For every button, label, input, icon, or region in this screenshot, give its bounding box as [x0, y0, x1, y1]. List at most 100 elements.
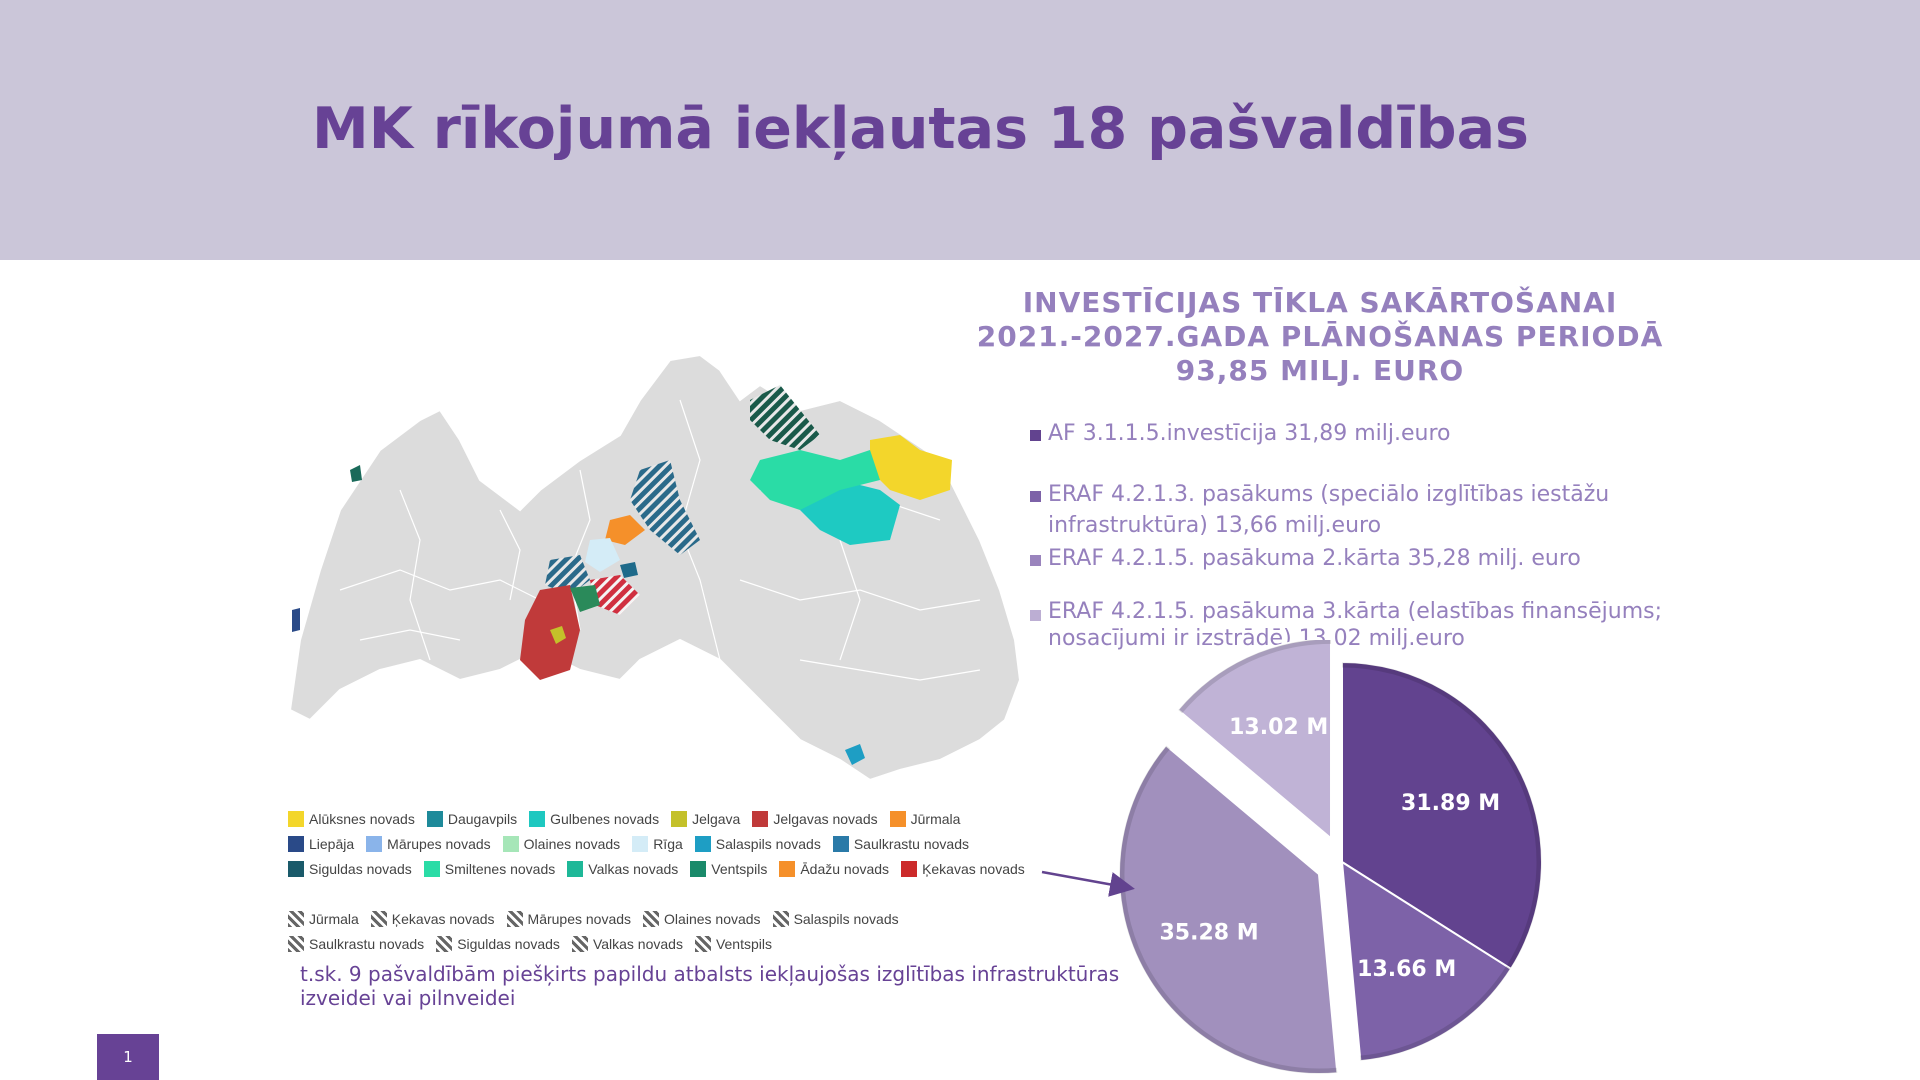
legend-label: Mārupes novads: [387, 836, 491, 852]
legend-item: Daugavpils: [426, 808, 518, 830]
legend-swatch: [889, 811, 906, 827]
legend-swatch-hatched: [571, 936, 588, 952]
legend-item: Ventspils: [690, 858, 767, 880]
latvia-outline: [288, 353, 1022, 782]
legend-item: Gulbenes novads: [529, 808, 659, 830]
legend-swatch: [288, 811, 304, 827]
legend-label: Salaspils novads: [715, 836, 821, 852]
legend-item: Alūksnes novads: [288, 808, 415, 830]
legend-swatch-hatched: [694, 936, 711, 952]
legend-label: Olaines novads: [523, 836, 621, 852]
legend-label: Salaspils novads: [793, 911, 899, 927]
legend-item: Ādažu novads: [779, 858, 889, 880]
legend-item: Valkas novads: [567, 858, 678, 880]
legend-swatch: [752, 811, 769, 827]
bullet-marker: [1030, 610, 1041, 621]
legend-item-hatched: Salaspils novads: [772, 908, 899, 930]
legend-swatch-hatched: [288, 911, 304, 927]
legend-label: Valkas novads: [588, 861, 679, 877]
legend-item: Salaspils novads: [694, 833, 821, 855]
legend-item: Ķekavas novads: [901, 858, 1025, 880]
pie-slice-rim: [1341, 662, 1542, 969]
legend-item-hatched: Siguldas novads: [436, 933, 560, 955]
legend-swatch: [671, 811, 688, 827]
legend-swatch: [529, 811, 546, 827]
pie-slice: [1340, 860, 1513, 1063]
legend-swatch: [694, 836, 711, 852]
page-number: 1: [97, 1034, 159, 1080]
latvia-map: [280, 340, 1040, 800]
legend-label: Liepāja: [309, 836, 355, 852]
legend-item: Jelgava: [671, 808, 740, 830]
legend-label: Mārupes novads: [527, 911, 632, 927]
region-adazi: [605, 515, 645, 545]
region-liepaja: [292, 608, 300, 632]
legend-swatch: [288, 836, 304, 852]
legend-item-hatched: Saulkrastu novads: [288, 933, 424, 955]
page-title: MK rīkojumā iekļautas 18 pašvaldības: [312, 96, 1529, 162]
region-sigulda-hatched: [630, 460, 700, 555]
investment-heading: INVESTĪCIJAS TĪKLA SAKĀRTOŠANAI 2021.-20…: [960, 286, 1680, 388]
legend-label: Alūksnes novads: [309, 811, 415, 827]
region-smiltene: [750, 450, 880, 510]
pie-data-label: 13.66 M: [1357, 957, 1456, 982]
legend-solid: Alūksnes novads Daugavpils Gulbenes novads…: [288, 808, 1048, 883]
bullet-eraf-4213: ERAF 4.2.1.3. pasākums (speciālo izglītī…: [1030, 479, 1670, 541]
region-jelgava-county: [520, 585, 580, 680]
legend-label: Olaines novads: [664, 911, 761, 927]
region-salaspils: [620, 562, 638, 578]
pie-slice: [1117, 743, 1339, 1075]
legend-swatch: [901, 861, 918, 877]
region-daugavpils: [845, 744, 865, 765]
region-jelgava-city: [550, 626, 566, 644]
legend-label: Ķekavas novads: [391, 911, 495, 927]
region-marupe-hatched: [545, 555, 590, 595]
legend-swatch: [366, 836, 383, 852]
bullet-af: AF 3.1.1.5.investīcija 31,89 milj.euro: [1030, 418, 1670, 449]
legend-item: Liepāja: [288, 833, 354, 855]
pie-data-label: 13.02 M: [1229, 715, 1328, 740]
legend-label: Jelgava: [692, 811, 741, 827]
bullet-marker: [1030, 430, 1041, 441]
latvia-map-svg: [288, 353, 1022, 782]
legend-swatch: [502, 836, 519, 852]
heading-line-1: INVESTĪCIJAS TĪKLA SAKĀRTOŠANAI: [1022, 286, 1618, 319]
arrow-icon: [1041, 870, 1135, 897]
legend-label: Siguldas novads: [457, 936, 560, 952]
legend-label: Ventspils: [711, 861, 768, 877]
pie-slice-rim: [1119, 745, 1338, 1074]
heading-line-3: 93,85 MILJ. EURO: [1175, 354, 1465, 387]
legend-swatch-hatched: [643, 911, 660, 927]
region-kekava-hatched: [590, 575, 640, 615]
pie-data-label: 31.89 M: [1401, 791, 1500, 816]
legend-label: Daugavpils: [447, 811, 518, 827]
region-valka-hatched: [750, 385, 820, 450]
region-olaine: [570, 585, 600, 612]
legend-swatch: [423, 861, 440, 877]
legend-item-hatched: Valkas novads: [571, 933, 683, 955]
support-note: t.sk. 9 pašvaldībām piešķirts papildu at…: [300, 962, 1120, 1010]
legend-label: Rīga: [653, 836, 683, 852]
legend-label: Smiltenes novads: [444, 861, 556, 877]
legend-item-hatched: Ventspils: [694, 933, 772, 955]
legend-label: Ādažu novads: [800, 861, 890, 877]
bullet-eraf-4215-2: ERAF 4.2.1.5. pasākuma 2.kārta 35,28 mil…: [1030, 543, 1670, 574]
pie-slice: [1341, 660, 1543, 971]
legend-label: Gulbenes novads: [550, 811, 660, 827]
legend-swatch: [832, 836, 849, 852]
legend-item: Mārupes novads: [366, 833, 491, 855]
legend-label: Siguldas novads: [309, 861, 412, 877]
legend-swatch-hatched: [288, 936, 304, 952]
header-band: [0, 0, 1920, 260]
legend-item: Olaines novads: [502, 833, 621, 855]
region-aluksne: [870, 435, 952, 500]
bullet-marker: [1030, 555, 1041, 566]
funding-pie-chart: 31.89 M 13.66 M 35.28 M 13.02 M: [1050, 637, 1630, 1080]
legend-item-hatched: Jūrmala: [288, 908, 359, 930]
pie-slice-rim: [1178, 638, 1332, 714]
legend-item-hatched: Ķekavas novads: [370, 908, 495, 930]
legend-item: Siguldas novads: [288, 858, 412, 880]
legend-label: Jelgavas novads: [773, 811, 878, 827]
legend-item: Jūrmala: [889, 808, 960, 830]
legend-item: Saulkrastu novads: [832, 833, 969, 855]
